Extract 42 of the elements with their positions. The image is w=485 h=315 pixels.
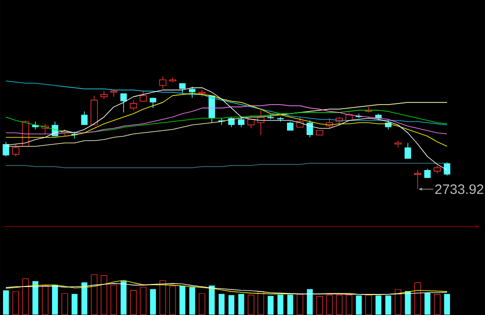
candlestick bbox=[424, 168, 431, 178]
bar bbox=[385, 296, 392, 315]
bar bbox=[268, 296, 274, 315]
candlestick bbox=[130, 100, 137, 111]
candlestick bbox=[12, 144, 20, 157]
candlestick bbox=[238, 116, 244, 128]
candlestick bbox=[414, 170, 422, 190]
bar bbox=[120, 281, 127, 315]
candlestick bbox=[179, 82, 186, 94]
bar bbox=[179, 286, 186, 315]
bar bbox=[218, 294, 225, 315]
bar bbox=[404, 291, 411, 315]
candlestick bbox=[81, 111, 88, 126]
candlestick bbox=[2, 142, 10, 157]
candlestick bbox=[159, 76, 166, 90]
annotation: 2733.92 bbox=[435, 184, 484, 194]
candlestick bbox=[120, 93, 127, 113]
candlestick bbox=[208, 95, 216, 124]
bar bbox=[444, 294, 450, 315]
candlestick bbox=[306, 120, 314, 138]
candlestick bbox=[140, 90, 147, 102]
bar bbox=[287, 294, 294, 315]
bar bbox=[424, 292, 430, 315]
bar bbox=[375, 296, 382, 315]
candlestick bbox=[247, 118, 255, 129]
bar bbox=[306, 289, 313, 315]
candlestick bbox=[394, 140, 402, 148]
bar bbox=[81, 282, 88, 315]
candlestick bbox=[100, 90, 108, 100]
bar bbox=[228, 295, 234, 315]
bar bbox=[277, 294, 284, 315]
bar bbox=[189, 287, 196, 315]
bar bbox=[356, 296, 362, 315]
candlestick bbox=[444, 162, 450, 176]
bar bbox=[3, 290, 9, 315]
bar bbox=[52, 284, 58, 315]
bar bbox=[150, 289, 156, 315]
bar bbox=[32, 281, 38, 315]
candlestick bbox=[228, 116, 235, 128]
bar bbox=[238, 294, 244, 315]
candlestick bbox=[404, 142, 412, 160]
bar bbox=[72, 294, 78, 315]
